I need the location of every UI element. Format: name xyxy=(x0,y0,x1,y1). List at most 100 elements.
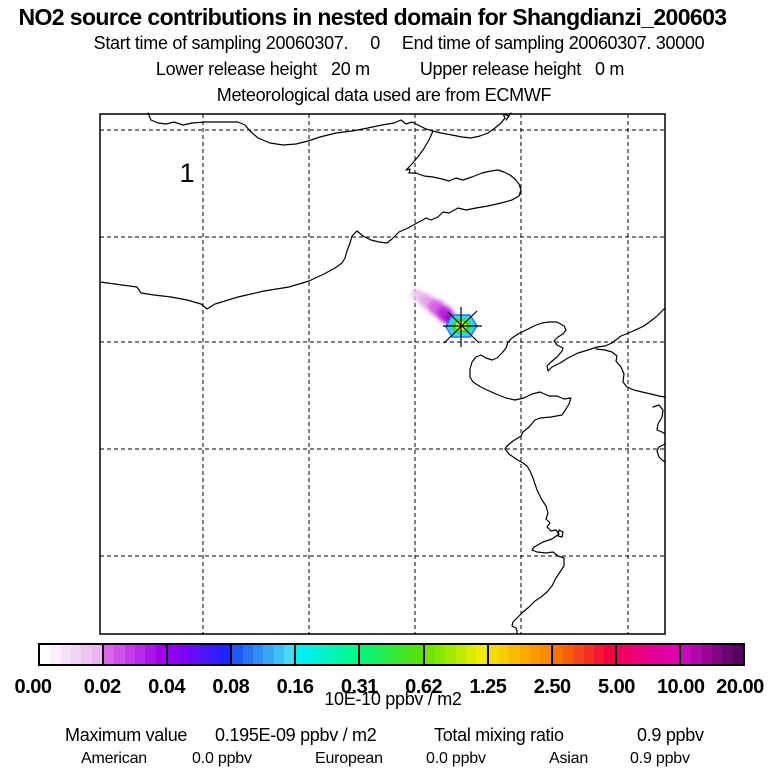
colorbar-step xyxy=(71,645,82,664)
colorbar-step xyxy=(573,645,584,664)
colorbar-step xyxy=(552,645,564,664)
coastline xyxy=(99,130,522,310)
colorbar-step xyxy=(178,645,189,664)
total-mixing-ratio-value: 0.9 ppbv xyxy=(637,725,704,745)
colorbar-segment xyxy=(678,645,743,664)
max-value: 0.195E-09 ppbv / m2 xyxy=(215,725,377,745)
colorbar-step xyxy=(168,645,179,664)
meteo-data-line: Meteorological data used are from ECMWF xyxy=(216,85,552,105)
colorbar-step xyxy=(616,645,628,664)
lower-release-height-value: 20 m xyxy=(331,59,370,79)
asterisk-ray xyxy=(447,311,480,344)
colorbar-step xyxy=(317,645,328,664)
map-frame xyxy=(99,113,666,635)
colorbar-tick-label: 0.31 xyxy=(340,676,378,698)
colorbar-step xyxy=(530,645,541,664)
colorbar-tick-label: 5.00 xyxy=(597,676,635,698)
colorbar-step xyxy=(114,645,125,664)
start-time-text: Start time of sampling 20060307. xyxy=(93,33,349,53)
coastline xyxy=(147,112,512,146)
colorbar-step xyxy=(488,645,499,664)
colorbar-step xyxy=(284,645,295,664)
colorbar-step xyxy=(296,645,307,664)
figure-title: NO2 source contributions in nested domai… xyxy=(18,4,728,30)
region-asian-value: 0.9 ppbv xyxy=(630,750,690,767)
colorbar-step xyxy=(104,645,115,664)
colorbar-step xyxy=(40,645,51,664)
colorbar-tick-label: 0.16 xyxy=(276,676,314,698)
coastline xyxy=(469,307,666,635)
map-graticule xyxy=(100,114,665,634)
region-american-label: American xyxy=(81,750,147,767)
colorbar-step xyxy=(401,645,413,664)
coastlines xyxy=(99,112,666,635)
colorbar-step xyxy=(668,645,679,664)
colorbar-step xyxy=(273,645,284,664)
colorbar-segment xyxy=(166,645,231,664)
max-value-label: Maximum value xyxy=(65,725,188,745)
colorbar-tick-label: 0.04 xyxy=(148,676,185,698)
end-time-text: End time of sampling 20060307. 30000 xyxy=(401,33,705,53)
colorbar-step xyxy=(199,645,210,664)
colorbar-step xyxy=(209,645,220,664)
total-mixing-ratio-label: Total mixing ratio xyxy=(434,725,564,745)
colorbar-step xyxy=(348,645,359,664)
colorbar-step xyxy=(499,645,510,664)
colorbar-tick-label: 20.00 xyxy=(716,676,764,698)
coastline xyxy=(656,443,666,463)
colorbar-step xyxy=(455,645,466,664)
region-european-label: European xyxy=(315,750,383,767)
colorbar-segment xyxy=(358,645,423,664)
colorbar-segment xyxy=(486,645,551,664)
colorbar-step xyxy=(691,645,702,664)
colorbar-step xyxy=(476,645,487,664)
colorbar-step xyxy=(465,645,477,664)
colorbar-step xyxy=(327,645,338,664)
colorbar-step xyxy=(145,645,156,664)
colorbar-step xyxy=(155,645,167,664)
colorbar-step xyxy=(627,645,638,664)
colorbar-step xyxy=(519,645,531,664)
colorbar-step xyxy=(563,645,574,664)
colorbar-step xyxy=(540,645,551,664)
colorbar xyxy=(38,643,745,666)
sampling-times-line: Start time of sampling 20060307. 0 End t… xyxy=(15,33,768,54)
colorbar-step xyxy=(337,645,349,664)
colorbar-step xyxy=(91,645,103,664)
colorbar-step xyxy=(135,645,146,664)
lower-release-height-label: Lower release height xyxy=(155,59,318,79)
colorbar-step xyxy=(50,645,61,664)
colorbar-step xyxy=(81,645,92,664)
colorbar-step xyxy=(424,645,435,664)
colorbar-step xyxy=(722,645,733,664)
colorbar-segment xyxy=(102,645,167,664)
colorbar-step xyxy=(711,645,723,664)
colorbar-step xyxy=(637,645,648,664)
region-stats-row: American 0.0 ppbv European 0.0 ppbv Asia… xyxy=(0,750,768,768)
colorbar-unit-label: 10E-10 ppbv / m2 xyxy=(324,689,462,709)
colorbar-segment xyxy=(230,645,295,664)
colorbar-step xyxy=(594,645,605,664)
colorbar-step xyxy=(412,645,423,664)
colorbar-tick-label: 0.02 xyxy=(83,676,121,698)
map-region-label: 1 xyxy=(179,158,194,188)
colorbar-step xyxy=(604,645,615,664)
colorbar-step xyxy=(680,645,692,664)
colorbar-step xyxy=(263,645,274,664)
colorbar-tick-label: 1.25 xyxy=(469,676,507,698)
colorbar-segment xyxy=(422,645,487,664)
release-heights-line: Lower release height 20 m Upper release … xyxy=(6,59,768,80)
start-time-seconds: 0 xyxy=(370,33,380,53)
colorbar-segment xyxy=(40,645,103,664)
colorbar-step xyxy=(701,645,712,664)
colorbar-step xyxy=(252,645,264,664)
colorbar-segment xyxy=(614,645,679,664)
region-asian-label: Asian xyxy=(549,750,589,767)
colorbar-step xyxy=(583,645,595,664)
colorbar-tick-label: 2.50 xyxy=(533,676,571,698)
coastline xyxy=(652,404,666,435)
upper-release-height-value: 0 m xyxy=(594,59,625,79)
colorbar-step xyxy=(360,645,371,664)
